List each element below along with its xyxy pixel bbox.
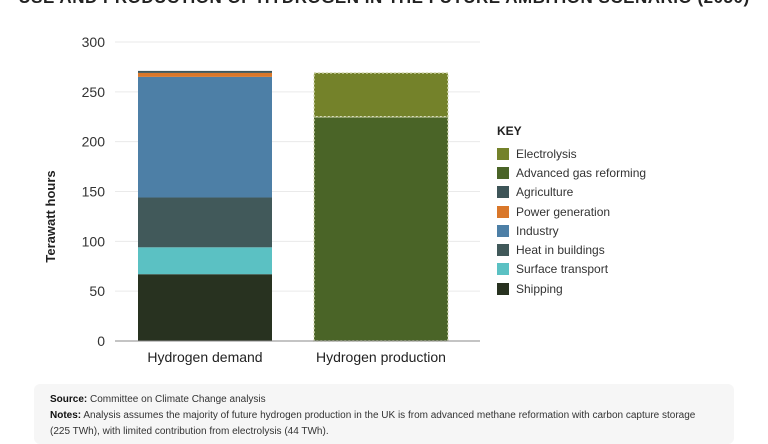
legend-swatch [497,186,509,199]
y-tick-label: 0 [97,333,105,349]
y-tick-label: 50 [89,283,105,299]
legend-swatch [497,224,509,237]
legend-label: Heat in buildings [516,243,605,258]
bar-segment-surface-transport [138,247,272,275]
legend: KEY Electrolysis Advanced gas reforming Ag… [497,124,646,298]
legend-item: Industry [497,221,646,240]
legend-label: Agriculture [516,185,574,200]
bar-segment-electrolysis [313,72,449,118]
source-text: Committee on Climate Change analysis [90,394,266,405]
legend-swatch [497,263,509,276]
legend-item: Electrolysis [497,144,646,163]
bar-segment-agriculture [138,70,272,73]
chart-plot: 0 50 100 150 200 250 300 Terawatt hours Hydrogen… [43,34,480,365]
notes-panel: Source: Committee on Climate Change anal… [34,384,734,444]
legend-swatch [497,282,509,295]
legend-item: Shipping [497,279,646,298]
chart-title: USE AND PRODUCTION OF HYDROGEN IN THE FU… [0,0,768,8]
y-tick-label: 150 [82,184,106,200]
legend-label: Electrolysis [516,146,577,161]
y-tick-label: 200 [82,134,106,150]
legend-label: Advanced gas reforming [516,165,647,180]
y-tick-label: 100 [82,233,106,249]
y-axis-label: Terawatt hours [43,170,58,262]
legend-item: Heat in buildings [497,240,646,259]
bar-segment-advanced-gas-reforming [313,116,449,342]
legend-item: Agriculture [497,183,646,202]
legend-item: Advanced gas reforming [497,163,646,182]
bar-segment-power-generation [138,72,272,77]
legend-swatch [497,205,509,218]
legend-label: Power generation [516,204,611,219]
y-tick-label: 300 [82,34,106,50]
legend-swatch [497,147,509,160]
x-category-label: Hydrogen production [316,349,446,365]
bar-segment-heat-in-buildings [138,197,272,248]
y-tick-label: 250 [82,84,106,100]
legend-item: Power generation [497,202,646,221]
legend-swatch [497,244,509,257]
legend-label: Shipping [516,281,563,296]
bar-segment-industry [138,76,272,198]
x-category-label: Hydrogen demand [147,349,262,365]
notes-text: Analysis assumes the majority of future … [50,410,696,437]
notes-label: Notes: [50,410,82,421]
legend-item: Surface transport [497,260,646,279]
legend-title: KEY [497,124,522,138]
legend-swatch [497,166,509,179]
bar-segment-shipping [138,274,272,341]
legend-label: Industry [516,223,559,238]
legend-label: Surface transport [516,262,609,277]
source-label: Source: [50,394,88,405]
